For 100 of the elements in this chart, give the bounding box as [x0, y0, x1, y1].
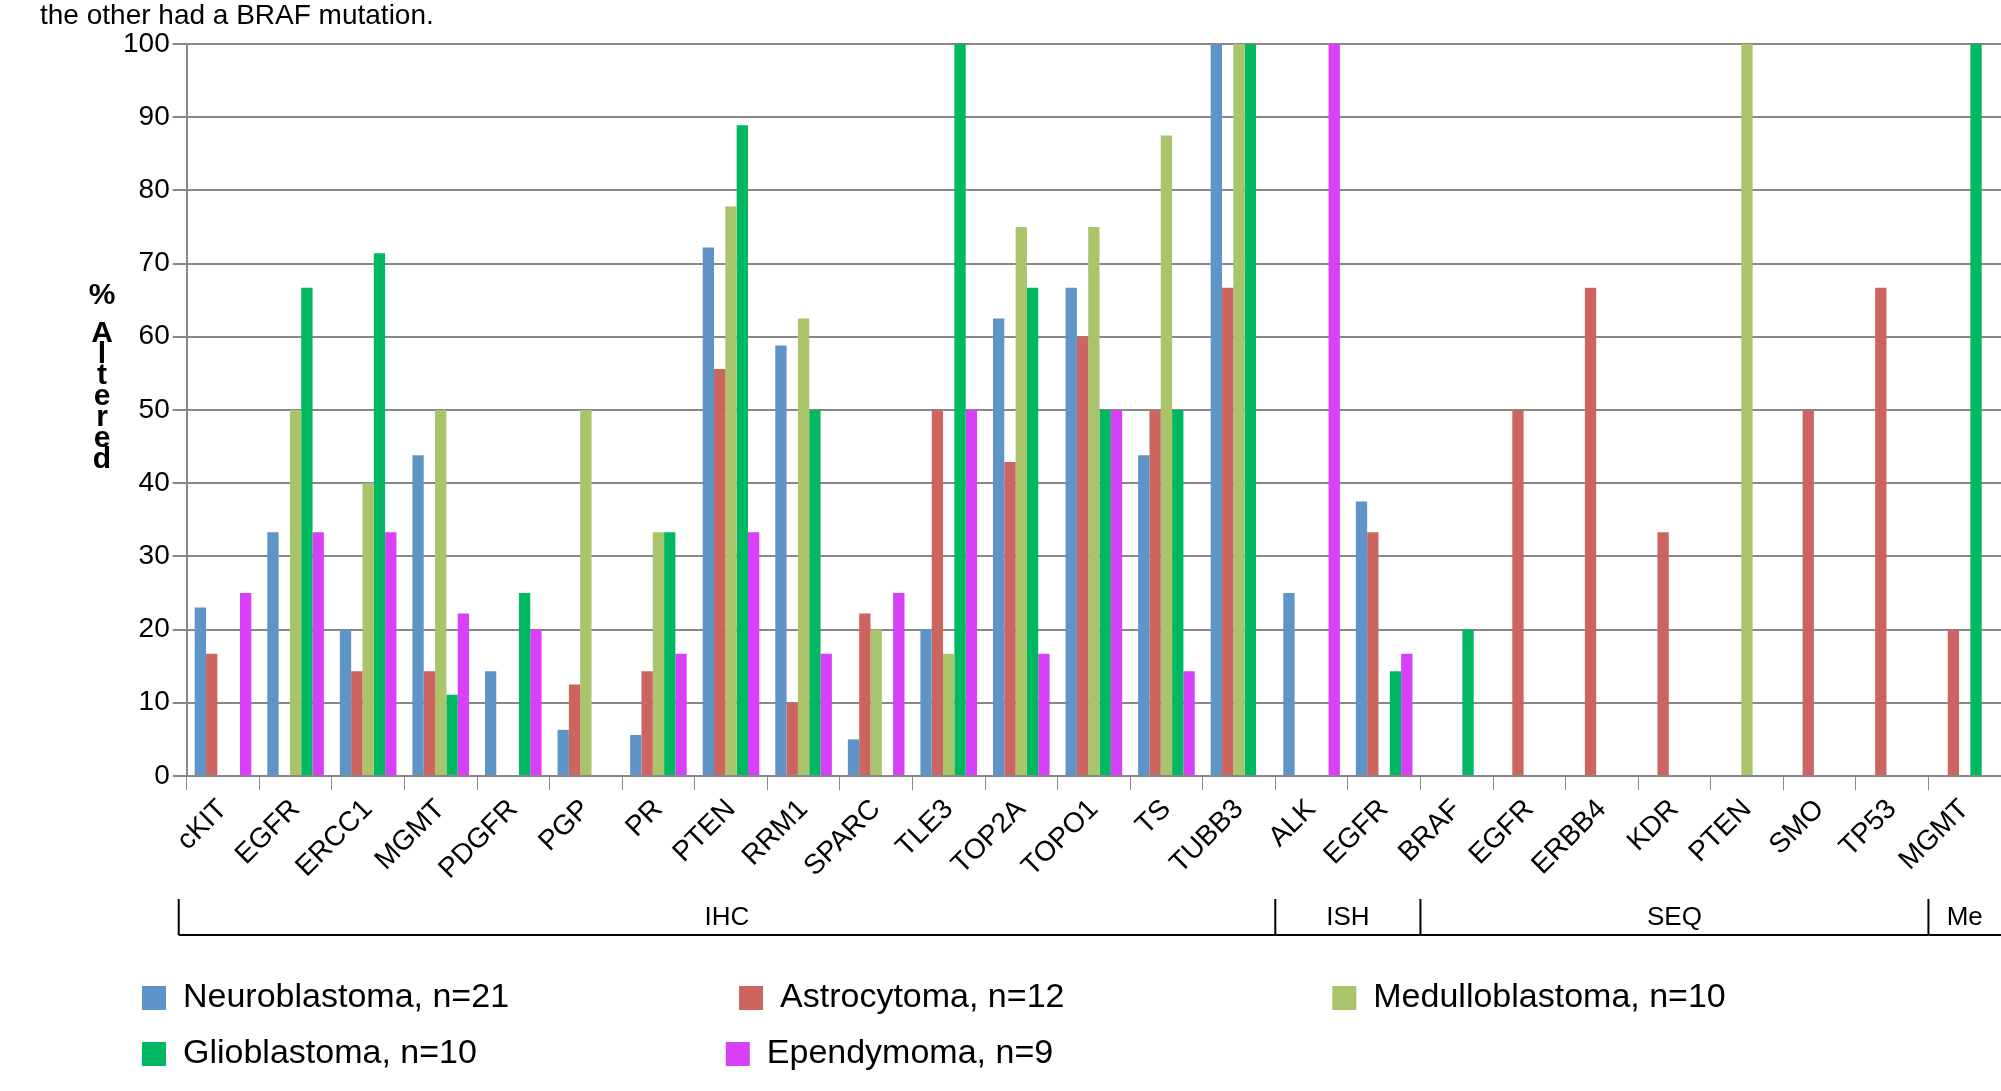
bar: [1099, 409, 1111, 775]
text: Me: [1946, 901, 1983, 932]
bar: [362, 483, 374, 775]
bar: [1947, 629, 1960, 775]
bar: [206, 653, 218, 775]
y-tick-label: 40: [138, 465, 170, 497]
bar: [736, 125, 748, 775]
bar: [484, 671, 497, 775]
bar: [1160, 135, 1173, 775]
x-tick-label: PR: [618, 792, 669, 843]
bar: [1183, 671, 1195, 775]
bar: [1138, 455, 1150, 775]
bar: [1741, 44, 1753, 775]
bar: [786, 702, 798, 775]
bar: [518, 592, 531, 775]
bar: [1584, 287, 1597, 775]
y-tick-label: 60: [138, 319, 170, 351]
bar: [652, 532, 665, 775]
bar: [1657, 532, 1669, 775]
bar: [847, 739, 860, 775]
bar: [446, 694, 458, 775]
bar: [435, 409, 447, 775]
bar: [339, 629, 352, 775]
y-tick-label: 0: [154, 758, 170, 790]
bar: [870, 629, 882, 775]
bar: [1244, 44, 1256, 775]
text: ISH: [1326, 901, 1370, 932]
bar: [1875, 287, 1887, 775]
y-tick-label: 70: [138, 246, 170, 278]
bar: [1328, 44, 1340, 775]
bar: [1389, 671, 1402, 775]
bar: [1355, 501, 1368, 775]
bar: [1512, 409, 1524, 775]
bar: [289, 409, 302, 775]
legend-label: Neuroblastoma, n=21: [183, 976, 718, 1015]
bar: [859, 613, 871, 775]
bar: [965, 409, 978, 775]
text: IHC: [704, 901, 750, 932]
y-tick-label: 30: [138, 539, 170, 571]
bar: [702, 247, 715, 775]
legend-label: Astrocytoma, n=12: [780, 976, 1311, 1015]
legend-label: Ependymoma, n=9: [766, 1032, 1337, 1071]
bar: [664, 532, 676, 775]
y-tick-label: 20: [138, 612, 170, 644]
bar: [954, 44, 966, 775]
bar: [1222, 287, 1234, 775]
bar: [239, 592, 252, 775]
bar: [820, 653, 832, 775]
bar: [992, 318, 1005, 775]
bar: [747, 532, 760, 775]
bar: [530, 629, 542, 775]
bar: [1970, 44, 1982, 775]
bar: [301, 287, 313, 775]
bar: [412, 455, 424, 775]
bar: [194, 607, 207, 775]
bar: [797, 318, 810, 775]
bar: [1015, 226, 1027, 775]
bar: [1367, 532, 1379, 775]
bar: [893, 592, 905, 775]
bar: [1149, 409, 1161, 775]
bar: [557, 729, 569, 775]
bar: [568, 684, 581, 775]
bar: [312, 532, 324, 775]
bar: [1026, 287, 1039, 775]
y-tick-label: 50: [138, 392, 170, 424]
bar: [423, 671, 436, 775]
y-tick-label: 90: [138, 99, 170, 131]
bar: [809, 409, 821, 775]
bar: [1802, 409, 1814, 775]
bar: [457, 613, 470, 775]
bar: [1076, 336, 1089, 775]
x-tick-label: TS: [1128, 792, 1177, 840]
bar: [267, 532, 279, 775]
bar: [630, 734, 642, 775]
y-tick-label: 80: [138, 173, 170, 205]
bar: [775, 345, 787, 775]
bar: [675, 653, 687, 775]
bar: [943, 653, 955, 775]
legend-label: Medulloblastoma, n=10: [1373, 976, 1896, 1015]
bar: [1088, 226, 1100, 775]
bar: [580, 409, 592, 775]
bar: [1065, 287, 1077, 775]
bar: [1283, 592, 1295, 775]
bar: [1401, 653, 1413, 775]
y-axis-title: % Altered: [88, 276, 116, 474]
bar: [1110, 409, 1123, 775]
bar: [1004, 461, 1016, 775]
bar: [351, 671, 363, 775]
bar: [373, 253, 386, 775]
bar: [1233, 44, 1245, 775]
legend-label: Glioblastoma, n=10: [183, 1032, 704, 1071]
bar: [920, 629, 932, 775]
bar: [641, 671, 653, 775]
bar: [931, 409, 944, 775]
text: SEQ: [1646, 901, 1702, 932]
bar: [714, 368, 726, 775]
y-tick-label: 10: [138, 685, 170, 717]
bar: [1172, 409, 1184, 775]
bar: [1462, 629, 1474, 775]
bar: [385, 532, 397, 775]
